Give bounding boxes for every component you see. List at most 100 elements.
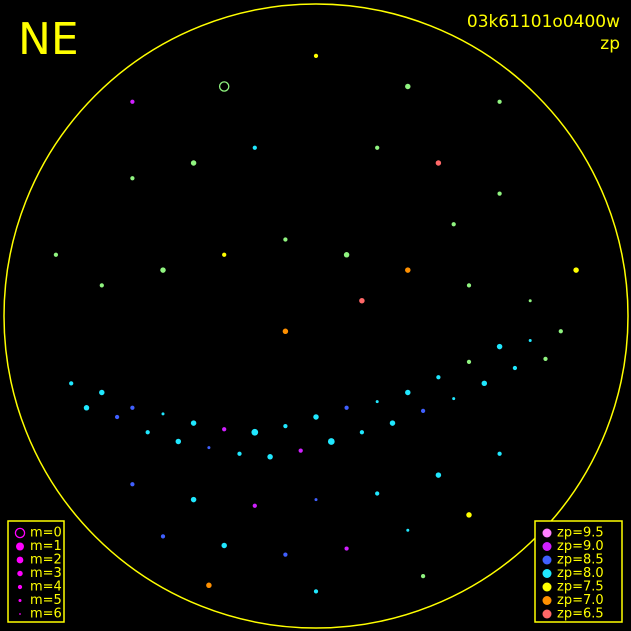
star xyxy=(359,297,365,304)
legend-label: zp=8.5 xyxy=(557,553,604,568)
star xyxy=(452,397,456,401)
legend-marker xyxy=(17,570,23,577)
star xyxy=(130,176,135,181)
star xyxy=(237,451,242,456)
star xyxy=(313,414,319,420)
star xyxy=(206,582,212,589)
star xyxy=(405,389,411,396)
legend-label: zp=9.0 xyxy=(557,539,604,554)
star xyxy=(420,573,426,579)
star xyxy=(160,534,166,539)
star xyxy=(222,427,227,432)
star xyxy=(543,356,548,361)
star xyxy=(251,428,259,436)
star xyxy=(99,389,105,396)
legend-label: zp=9.5 xyxy=(557,526,604,541)
star xyxy=(222,252,227,257)
legend-label: m=4 xyxy=(30,580,62,595)
legend-label: m=2 xyxy=(30,553,62,568)
legend-label: m=6 xyxy=(30,607,62,622)
legend-marker xyxy=(16,556,24,564)
legend-label: zp=6.5 xyxy=(557,607,604,622)
chart-title: NE xyxy=(18,14,79,65)
star xyxy=(420,408,426,413)
star xyxy=(375,145,380,150)
star xyxy=(558,329,563,334)
legend-marker xyxy=(542,528,552,538)
star xyxy=(99,283,104,288)
star xyxy=(283,552,288,557)
star xyxy=(512,365,518,371)
star xyxy=(130,482,135,487)
star xyxy=(282,328,289,335)
chart-subtitle: 03k61101o0400w xyxy=(467,12,620,32)
legend-label: m=3 xyxy=(30,566,62,581)
star xyxy=(83,405,90,411)
star xyxy=(375,400,379,404)
star xyxy=(145,430,150,435)
star xyxy=(481,380,488,387)
star xyxy=(130,99,135,104)
star xyxy=(313,53,319,59)
star xyxy=(114,414,120,420)
legend-marker xyxy=(542,555,552,565)
star xyxy=(314,498,318,502)
star xyxy=(327,438,335,445)
legend-label: zp=7.0 xyxy=(557,593,604,608)
legend-label: m=0 xyxy=(30,526,62,541)
legend-box xyxy=(7,520,65,623)
legend-marker xyxy=(542,596,552,605)
legend-marker xyxy=(542,582,552,592)
star xyxy=(436,375,441,380)
star xyxy=(221,542,227,549)
star xyxy=(160,267,166,273)
star xyxy=(313,589,319,594)
star xyxy=(267,454,273,460)
star xyxy=(496,343,503,350)
legend-marker xyxy=(542,569,552,578)
star xyxy=(218,81,230,92)
star xyxy=(406,528,410,532)
star xyxy=(573,267,579,273)
star xyxy=(497,451,502,456)
star xyxy=(69,381,74,386)
star xyxy=(466,512,472,518)
star xyxy=(528,299,532,303)
star xyxy=(130,405,135,410)
star xyxy=(252,503,257,508)
legend-marker xyxy=(542,609,552,619)
horizon-circle xyxy=(3,3,629,629)
star xyxy=(344,546,349,551)
star xyxy=(375,491,380,496)
color-label: zp xyxy=(600,34,620,54)
star xyxy=(405,83,411,90)
legend-label: m=5 xyxy=(30,593,62,608)
star xyxy=(497,99,502,104)
star xyxy=(283,424,288,429)
legend-marker xyxy=(18,599,22,602)
star xyxy=(497,191,502,196)
legend-marker xyxy=(16,542,24,551)
star xyxy=(389,420,396,426)
star xyxy=(190,420,197,426)
legend-marker xyxy=(542,542,552,551)
star xyxy=(53,252,59,257)
star xyxy=(466,359,472,365)
star xyxy=(207,446,211,450)
legend-label: zp=7.5 xyxy=(557,580,604,595)
star xyxy=(343,252,350,258)
star xyxy=(190,496,197,503)
legend-label: zp=8.0 xyxy=(557,566,604,581)
legend-marker xyxy=(14,527,26,539)
legend-marker xyxy=(19,613,21,615)
star xyxy=(190,160,197,166)
star xyxy=(359,430,365,435)
legend-marker xyxy=(17,584,23,590)
star xyxy=(528,338,532,342)
star xyxy=(252,145,257,150)
star xyxy=(283,237,288,242)
star xyxy=(405,267,411,273)
star xyxy=(175,438,182,445)
